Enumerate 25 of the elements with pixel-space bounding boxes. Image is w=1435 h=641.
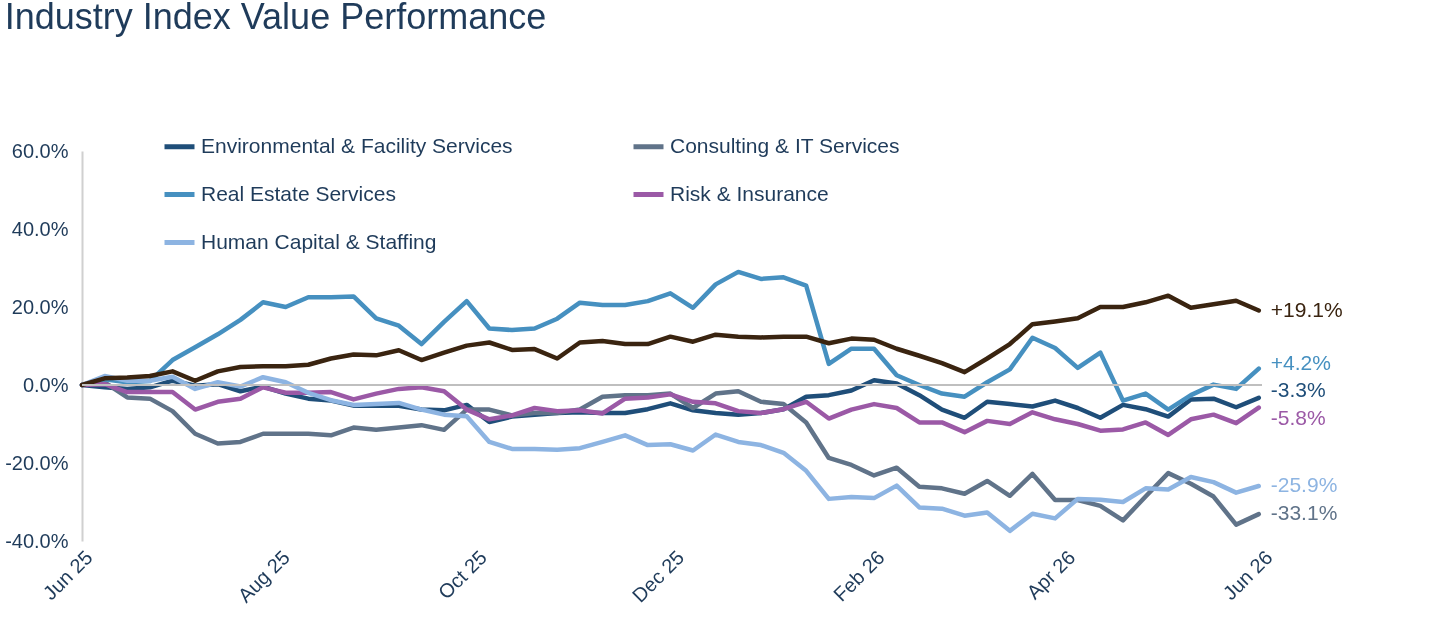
legend-label: Environmental & Facility Services bbox=[201, 133, 513, 157]
y-tick-label: -40.0% bbox=[5, 529, 69, 552]
y-tick-label: 20.0% bbox=[11, 295, 69, 318]
data-label: -25.9% bbox=[1270, 473, 1338, 497]
y-tick-label: 40.0% bbox=[11, 217, 69, 240]
line-series bbox=[79, 293, 1262, 388]
data-label: +4.2% bbox=[1270, 351, 1331, 375]
legend-label: Consulting & IT Services bbox=[670, 133, 900, 157]
x-tick-label: Dec 25 bbox=[627, 546, 689, 607]
data-label: -3.3% bbox=[1270, 378, 1326, 402]
x-tick-label: Aug 25 bbox=[233, 546, 294, 607]
chart-title: Industry Index Value Performance bbox=[4, 0, 547, 37]
data-label: +19.1% bbox=[1270, 297, 1343, 321]
data-label: -33.1% bbox=[1270, 501, 1338, 525]
legend-label: Real Estate Services bbox=[201, 181, 396, 205]
y-tick-label: -20.0% bbox=[5, 451, 69, 474]
x-tick-label: Oct 25 bbox=[433, 546, 492, 604]
legend-label: Risk & Insurance bbox=[670, 181, 829, 205]
y-tick-label: 0.0% bbox=[22, 373, 69, 396]
y-tick-label: 60.0% bbox=[11, 139, 69, 162]
x-tick-label: Jun 26 bbox=[1218, 546, 1277, 605]
legend-label: Human Capital & Staffing bbox=[201, 229, 437, 253]
x-tick-label: Feb 26 bbox=[829, 546, 889, 606]
data-label: -5.8% bbox=[1270, 405, 1326, 429]
x-tick-label: Apr 26 bbox=[1022, 546, 1080, 604]
